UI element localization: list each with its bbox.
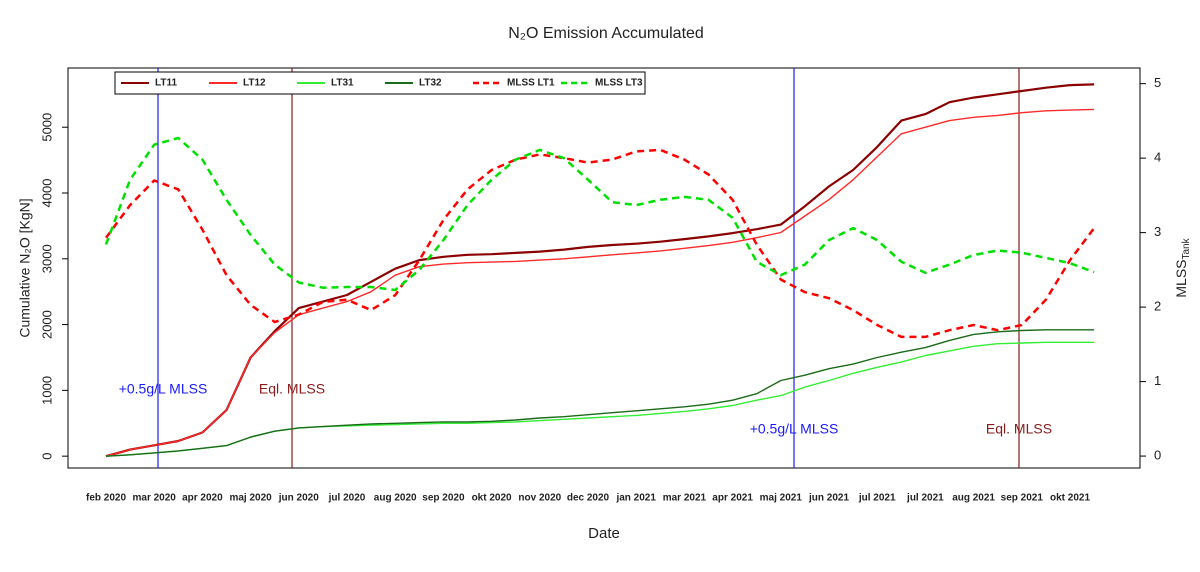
annotation: Eql. MLSS <box>986 421 1052 437</box>
legend-label: MLSS LT1 <box>507 78 555 89</box>
annotation: +0.5g/L MLSS <box>119 381 208 397</box>
y2-tick-label: 0 <box>1154 448 1161 463</box>
series-line <box>105 329 1095 457</box>
plot-frame <box>67 67 1141 469</box>
legend-box <box>114 71 646 95</box>
x-tick-label: okt 2020 <box>472 493 512 504</box>
legend-label: LT12 <box>243 78 266 89</box>
y-tick-label: 3000 <box>39 244 54 273</box>
x-axis-label: Date <box>588 525 620 542</box>
legend-label: LT31 <box>331 78 354 89</box>
y2-tick-label: 4 <box>1154 150 1161 165</box>
x-tick-label: maj 2020 <box>229 493 272 504</box>
series-line <box>104 136 1095 292</box>
x-tick-label: nov 2020 <box>518 493 561 504</box>
series-line <box>104 148 1096 339</box>
x-tick-label: okt 2021 <box>1050 493 1090 504</box>
y-tick-label: 2000 <box>39 310 54 339</box>
annotation: +0.5g/L MLSS <box>750 421 839 437</box>
x-tick-label: sep 2020 <box>422 493 465 504</box>
x-tick-label: apr 2020 <box>182 493 223 504</box>
x-tick-label: feb 2020 <box>86 493 126 504</box>
y2-tick-label: 1 <box>1154 373 1161 388</box>
y2-tick-label: 5 <box>1154 75 1161 90</box>
x-tick-label: jan 2021 <box>615 493 656 504</box>
y-axis-label: Cumulative N₂O [KgN] <box>17 198 33 337</box>
y-tick-label: 4000 <box>39 179 54 208</box>
x-tick-label: jul 2021 <box>858 493 896 504</box>
y2-tick-label: 3 <box>1154 224 1161 239</box>
y2-tick-label: 2 <box>1154 299 1161 314</box>
x-tick-label: mar 2021 <box>663 493 707 504</box>
y2-axis-label: MLSSTank <box>1173 237 1192 297</box>
x-tick-label: jun 2021 <box>808 493 849 504</box>
x-tick-label: sep 2021 <box>1001 493 1044 504</box>
x-tick-label: jul 2021 <box>906 493 944 504</box>
y2-label-main: MLSS <box>1173 260 1189 298</box>
series-line <box>105 341 1095 457</box>
x-tick-label: mar 2020 <box>133 493 177 504</box>
x-tick-label: aug 2021 <box>952 493 995 504</box>
y-tick-label: 0 <box>39 453 54 460</box>
x-tick-label: dec 2020 <box>567 493 610 504</box>
x-tick-label: apr 2021 <box>712 493 753 504</box>
y-tick-label: 1000 <box>39 376 54 405</box>
chart-title: N₂O Emission Accumulated <box>508 25 704 42</box>
x-tick-label: jun 2020 <box>278 493 319 504</box>
annotation: Eql. MLSS <box>259 381 325 397</box>
series-line <box>105 108 1095 457</box>
y2-label-sub: Tank <box>1181 237 1192 259</box>
y-tick-label: 5000 <box>39 113 54 142</box>
series-line <box>105 83 1095 458</box>
legend-label: LT11 <box>155 78 177 89</box>
x-tick-label: aug 2020 <box>374 493 417 504</box>
x-tick-label: maj 2021 <box>760 493 803 504</box>
legend-label: MLSS LT3 <box>595 78 643 89</box>
x-tick-label: jul 2020 <box>328 493 366 504</box>
legend-label: LT32 <box>419 78 442 89</box>
